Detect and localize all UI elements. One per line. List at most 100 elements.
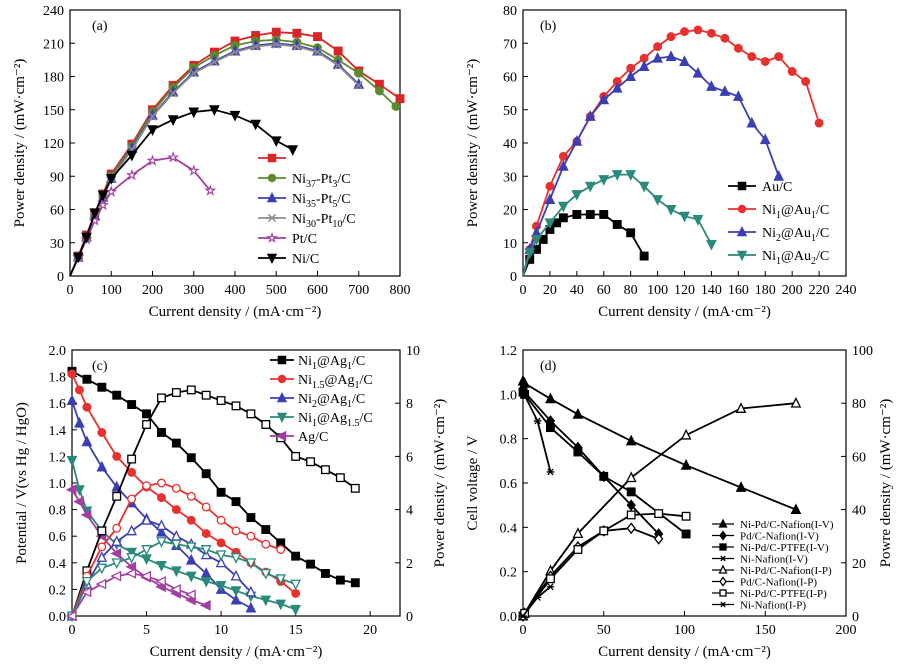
legend-marker: [718, 518, 728, 528]
data-point: [245, 558, 257, 570]
y2-tick-label: 20: [852, 557, 866, 572]
legend-entry: Pt/C: [258, 231, 317, 247]
data-point: [126, 547, 137, 559]
legend-entry: Ni1@Ag1/C: [270, 354, 365, 372]
series: [522, 170, 717, 277]
series: [522, 210, 649, 277]
y-tick-label: 1.8: [49, 371, 67, 386]
data-point: [706, 80, 717, 91]
data-point: [246, 513, 256, 523]
data-point: [291, 451, 301, 461]
legend-marker: [720, 601, 726, 608]
y-tick-label: 0.0: [49, 610, 67, 625]
x-axis-title: Current density / (mA·cm⁻²): [598, 644, 771, 660]
data-point: [141, 513, 152, 525]
data-point: [354, 68, 364, 78]
data-point: [171, 529, 182, 541]
data-point: [680, 428, 692, 440]
data-point: [261, 525, 271, 534]
data-point: [82, 374, 92, 384]
series-line: [522, 173, 713, 277]
y-tick-label: 0.0: [500, 610, 518, 625]
y-tick-label: 210: [43, 37, 64, 52]
data-point: [82, 402, 92, 412]
data-point: [126, 524, 137, 536]
chart-panel-a: 0 100 200 300 400 500 600 700 800 0 30 60 90 120 150 18…: [12, 4, 411, 320]
x-tick-label: 400: [225, 283, 246, 298]
y-tick-label: 60: [503, 71, 517, 86]
data-point: [292, 28, 302, 38]
y2-tick-label: 4: [406, 504, 413, 519]
data-point: [558, 213, 568, 223]
data-point: [127, 400, 137, 409]
data-point: [693, 25, 703, 35]
x-tick-label: 140: [701, 283, 722, 298]
legend-entry: Ni1@Au1/C: [728, 203, 829, 221]
series: [517, 374, 802, 515]
data-point: [625, 70, 637, 81]
data-point: [125, 561, 137, 573]
legend-label: Ni1@Ag1.5/C: [298, 411, 373, 429]
data-point: [681, 511, 691, 521]
data-point: [321, 465, 330, 475]
data-point: [146, 154, 159, 166]
data-point: [732, 90, 744, 101]
legend-label: Ni-Pd/C-PTFE(I-P): [740, 588, 827, 600]
data-point: [171, 483, 181, 493]
series: [518, 384, 664, 540]
x-tick-label: 15: [289, 623, 303, 638]
legend-marker: [267, 213, 277, 223]
data-point: [719, 85, 731, 96]
data-point: [790, 503, 802, 515]
data-point: [706, 239, 717, 251]
data-point: [395, 94, 405, 104]
y2-axis-title: Power density / (mW·cm⁻²): [432, 399, 448, 568]
x-tick-label: 240: [836, 283, 857, 298]
data-point: [638, 60, 650, 71]
data-point: [88, 214, 101, 226]
data-point: [97, 542, 107, 552]
legend-panel-c: Ni1@Ag1/CNi1.5@Ag1/CNi2@Ag1/CNi1@Ag1.5/C…: [270, 354, 373, 445]
data-point: [186, 453, 196, 463]
legend-marker: [737, 204, 747, 214]
data-point: [350, 578, 360, 588]
chart-panel-d: 0 50 100 150 200 0.0 0.2 0.4 0.6 0.8 1.0 1.2 0 20 40 60…: [465, 344, 894, 660]
data-point: [204, 184, 217, 196]
legend-label: Pd/C-Nafion(I-V): [740, 531, 819, 543]
data-point: [201, 529, 211, 538]
data-point: [652, 195, 663, 206]
x-tick-label: 120: [674, 283, 695, 298]
data-point: [275, 599, 287, 611]
data-point: [185, 589, 196, 601]
legend-marker: [277, 355, 287, 365]
data-point: [733, 43, 743, 53]
data-point: [230, 569, 242, 581]
y-axis-title: Power density / (mW·cm⁻²): [12, 59, 28, 228]
chart-panel-b: 0 20 40 60 80 100 120 140 160 180 200 220 240 0 10 20 30…: [465, 4, 857, 320]
legend-marker: [719, 530, 727, 541]
legend-marker: [266, 231, 278, 244]
y2-tick-label: 80: [852, 397, 866, 412]
y-tick-label: 80: [503, 4, 517, 19]
data-point: [271, 40, 281, 49]
legend-label: Ni1@Au1/C: [762, 203, 829, 221]
data-point: [80, 586, 92, 598]
data-point: [73, 496, 84, 507]
y2-tick-label: 0: [406, 610, 413, 625]
data-point: [185, 571, 197, 583]
data-point: [306, 457, 315, 467]
y-tick-label: 0.4: [500, 521, 518, 536]
data-point: [292, 42, 302, 51]
legend-label: Pt/C: [292, 232, 317, 247]
x-tick-label: 20: [363, 623, 377, 638]
data-point: [585, 210, 595, 219]
data-point: [140, 570, 151, 582]
data-point: [626, 522, 636, 535]
panel-label: (a): [92, 19, 108, 34]
data-point: [546, 574, 555, 584]
data-point: [110, 570, 122, 582]
data-point: [391, 101, 401, 111]
data-point: [626, 510, 636, 520]
data-point: [759, 133, 771, 145]
data-point: [546, 468, 555, 476]
